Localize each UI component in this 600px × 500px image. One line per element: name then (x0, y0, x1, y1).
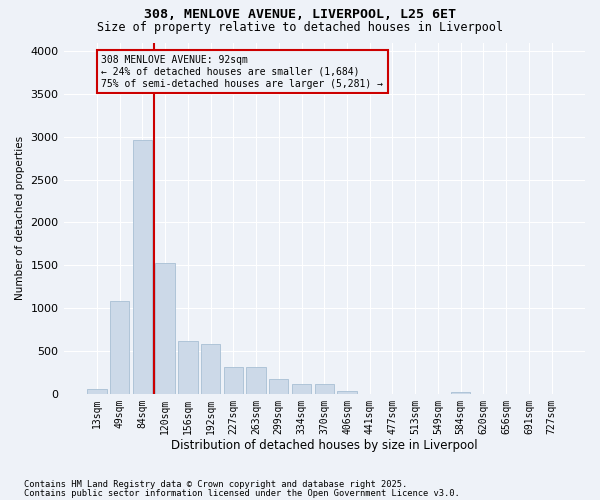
Bar (87, 389, 107, 394)
Bar (133, 140, 152, 394)
Bar (314, 384, 334, 394)
X-axis label: Distribution of detached houses by size in Liverpool: Distribution of detached houses by size … (171, 440, 478, 452)
Bar (269, 380, 289, 394)
Text: 308 MENLOVE AVENUE: 92sqm
← 24% of detached houses are smaller (1,684)
75% of se: 308 MENLOVE AVENUE: 92sqm ← 24% of detac… (101, 56, 383, 88)
Bar (178, 340, 197, 394)
Text: Size of property relative to detached houses in Liverpool: Size of property relative to detached ho… (97, 21, 503, 34)
Bar (155, 262, 175, 394)
Bar (224, 368, 243, 394)
Y-axis label: Number of detached properties: Number of detached properties (15, 136, 25, 300)
Bar (110, 302, 130, 394)
Text: Contains public sector information licensed under the Open Government Licence v3: Contains public sector information licen… (24, 489, 460, 498)
Bar (337, 391, 356, 394)
Bar (292, 384, 311, 394)
Text: Contains HM Land Registry data © Crown copyright and database right 2025.: Contains HM Land Registry data © Crown c… (24, 480, 407, 489)
Bar (201, 344, 220, 394)
Bar (247, 368, 266, 394)
Text: 308, MENLOVE AVENUE, LIVERPOOL, L25 6ET: 308, MENLOVE AVENUE, LIVERPOOL, L25 6ET (144, 8, 456, 20)
Bar (451, 392, 470, 394)
